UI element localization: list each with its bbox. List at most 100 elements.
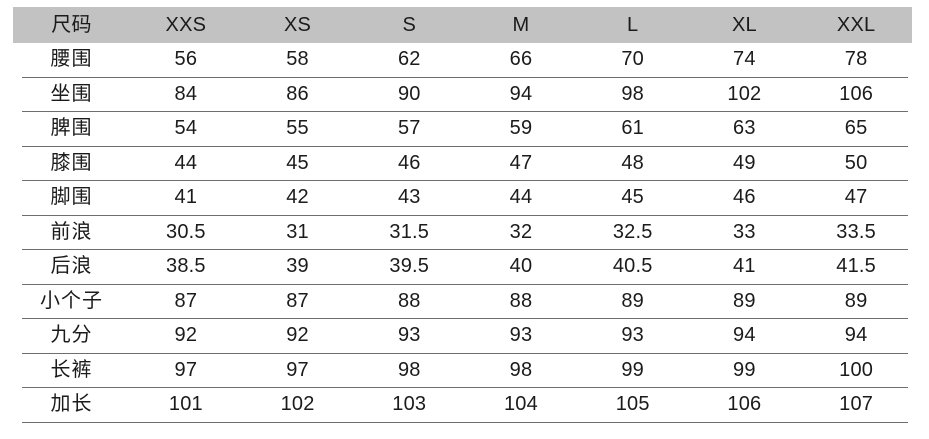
measurement-cell: 97: [130, 353, 242, 388]
measurement-cell: 87: [241, 284, 354, 319]
measurement-cell: 47: [465, 146, 577, 181]
size-table: 尺码 XXS XS S M L XL XXL 腰围 56 58 62 66 70 74 78 坐围 84 86 90…: [13, 7, 912, 423]
table-row: 加长 101 102 103 104 105 106 107: [13, 387, 912, 423]
measurement-cell: 40: [465, 249, 577, 285]
measurement-cell: 93: [576, 318, 689, 354]
measurement-cell: 42: [241, 180, 354, 216]
row-label: 前浪: [13, 215, 131, 250]
measurement-cell: 84: [130, 77, 242, 112]
row-label: 膝围: [13, 146, 131, 181]
measurement-cell: 99: [576, 353, 689, 388]
measurement-cell: 89: [688, 284, 801, 319]
column-header-label: 尺码: [51, 14, 92, 36]
table-row: 长裤 97 97 98 98 99 99 100: [13, 353, 912, 388]
row-label: 后浪: [13, 249, 131, 285]
column-header-xxs: XXS: [165, 14, 207, 36]
measurement-cell: 59: [465, 111, 577, 147]
measurement-cell: 38.5: [130, 249, 242, 285]
table-row: 九分 92 92 93 93 93 94 94: [13, 318, 912, 354]
row-label: 脾围: [13, 111, 131, 147]
measurement-cell: 104: [465, 387, 577, 423]
table-row: 腰围 56 58 62 66 70 74 78: [13, 43, 912, 79]
measurement-cell: 94: [800, 318, 912, 354]
row-label: 脚围: [13, 180, 131, 216]
measurement-cell: 41: [130, 180, 242, 216]
measurement-cell: 92: [241, 318, 354, 354]
measurement-cell: 70: [576, 43, 689, 78]
measurement-cell: 102: [241, 387, 354, 423]
measurement-cell: 44: [465, 180, 577, 216]
row-label: 小个子: [13, 284, 131, 319]
measurement-cell: 102: [688, 77, 801, 112]
column-header-m: M: [512, 14, 530, 36]
measurement-cell: 54: [130, 111, 242, 147]
measurement-cell: 101: [130, 387, 242, 423]
measurement-cell: 32: [465, 215, 577, 250]
measurement-cell: 33.5: [800, 215, 912, 250]
measurement-cell: 48: [576, 146, 689, 181]
measurement-cell: 99: [688, 353, 801, 388]
table-row: 前浪 30.5 31 31.5 32 32.5 33 33.5: [13, 215, 912, 250]
measurement-cell: 46: [353, 146, 466, 181]
measurement-cell: 45: [576, 180, 689, 216]
measurement-cell: 46: [688, 180, 801, 216]
measurement-cell: 33: [688, 215, 801, 250]
measurement-cell: 49: [688, 146, 801, 181]
measurement-cell: 74: [688, 43, 801, 78]
table-row: 坐围 84 86 90 94 98 102 106: [13, 77, 912, 112]
measurement-cell: 50: [800, 146, 912, 181]
measurement-cell: 30.5: [130, 215, 242, 250]
column-header-xl: XL: [731, 14, 757, 36]
measurement-cell: 88: [353, 284, 466, 319]
measurement-cell: 94: [465, 77, 577, 112]
measurement-cell: 56: [130, 43, 242, 78]
measurement-cell: 40.5: [576, 249, 689, 285]
measurement-cell: 106: [688, 387, 801, 423]
measurement-cell: 86: [241, 77, 354, 112]
table-head: 尺码 XXS XS S M L XL XXL: [13, 7, 912, 43]
measurement-cell: 39.5: [353, 249, 466, 285]
measurement-cell: 93: [465, 318, 577, 354]
measurement-cell: 92: [130, 318, 242, 354]
measurement-cell: 62: [353, 43, 466, 78]
measurement-cell: 44: [130, 146, 242, 181]
measurement-cell: 41: [688, 249, 801, 285]
measurement-cell: 107: [800, 387, 912, 423]
table-row: 后浪 38.5 39 39.5 40 40.5 41 41.5: [13, 249, 912, 285]
measurement-cell: 32.5: [576, 215, 689, 250]
measurement-cell: 55: [241, 111, 354, 147]
measurement-cell: 97: [241, 353, 354, 388]
measurement-cell: 66: [465, 43, 577, 78]
measurement-cell: 31: [241, 215, 354, 250]
column-header-s: S: [402, 14, 417, 36]
measurement-cell: 93: [353, 318, 466, 354]
measurement-cell: 47: [800, 180, 912, 216]
measurement-cell: 43: [353, 180, 466, 216]
measurement-cell: 78: [800, 43, 912, 79]
table-row: 膝围 44 45 46 47 48 49 50: [13, 146, 912, 181]
row-label: 长裤: [13, 353, 131, 388]
table-row: 小个子 87 87 88 88 89 89 89: [13, 284, 912, 319]
measurement-cell: 31.5: [353, 215, 466, 250]
measurement-cell: 87: [130, 284, 242, 319]
measurement-cell: 106: [800, 77, 912, 112]
measurement-cell: 89: [800, 284, 912, 319]
measurement-cell: 98: [353, 353, 466, 388]
row-label: 加长: [13, 387, 131, 423]
table-row: 脚围 41 42 43 44 45 46 47: [13, 180, 912, 216]
row-label: 九分: [13, 318, 131, 354]
measurement-cell: 98: [576, 77, 689, 112]
row-label: 腰围: [13, 43, 131, 79]
measurement-cell: 65: [800, 111, 912, 147]
measurement-cell: 98: [465, 353, 577, 388]
row-label: 坐围: [13, 77, 131, 112]
measurement-cell: 105: [576, 387, 689, 423]
measurement-cell: 100: [800, 353, 912, 388]
measurement-cell: 63: [688, 111, 801, 147]
table-header-row: 尺码 XXS XS S M L XL XXL: [13, 7, 912, 43]
column-header-l: L: [627, 14, 639, 36]
measurement-cell: 39: [241, 249, 354, 285]
measurement-cell: 58: [241, 43, 354, 78]
column-header-xs: XS: [284, 14, 312, 36]
